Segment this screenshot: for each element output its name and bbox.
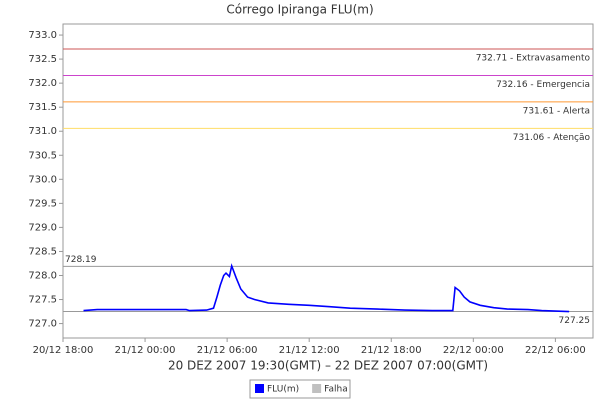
threshold-label: 732.16 - Emergencia	[496, 80, 590, 90]
legend-label: FLU(m)	[267, 385, 299, 395]
x-tick-label: 21/12 00:00	[115, 345, 176, 356]
threshold-label: 731.61 - Alerta	[523, 106, 590, 116]
y-tick-label: 732.5	[28, 54, 57, 65]
chart-title: Córrego Ipiranga FLU(m)	[226, 3, 373, 17]
y-tick-label: 728.5	[28, 246, 57, 257]
x-tick-label: 20/12 18:00	[33, 345, 94, 356]
threshold-label: 731.06 - Atenção	[513, 133, 591, 143]
y-tick-label: 727.0	[28, 319, 57, 330]
y-tick-label: 731.0	[28, 126, 57, 137]
legend-swatch	[312, 384, 322, 393]
x-tick-label: 22/12 00:00	[443, 345, 504, 356]
y-tick-label: 733.0	[28, 30, 57, 41]
legend-swatch	[255, 384, 264, 393]
y-tick-label: 731.5	[28, 102, 57, 113]
y-tick-label: 729.0	[28, 222, 57, 233]
y-tick-label: 730.5	[28, 150, 57, 161]
threshold-label: 727.25	[559, 316, 591, 326]
threshold-label: 732.71 - Extravasamento	[476, 54, 591, 64]
y-tick-label: 732.0	[28, 78, 57, 89]
y-tick-label: 727.5	[28, 295, 57, 306]
series-line	[83, 263, 570, 313]
legend-label: Falha	[324, 385, 348, 395]
x-tick-label: 21/12 06:00	[197, 345, 258, 356]
legend	[249, 379, 351, 399]
y-tick-label: 730.0	[28, 174, 57, 185]
threshold-label: 728.19	[65, 255, 97, 265]
x-tick-label: 21/12 12:00	[279, 345, 340, 356]
x-axis-label: 20 DEZ 2007 19:30(GMT) – 22 DEZ 2007 07:…	[168, 359, 488, 373]
x-tick-label: 22/12 06:00	[525, 345, 586, 356]
y-tick-label: 728.0	[28, 270, 57, 281]
plot-area	[62, 23, 594, 339]
x-tick-label: 21/12 18:00	[361, 345, 422, 356]
y-tick-label: 729.5	[28, 198, 57, 209]
